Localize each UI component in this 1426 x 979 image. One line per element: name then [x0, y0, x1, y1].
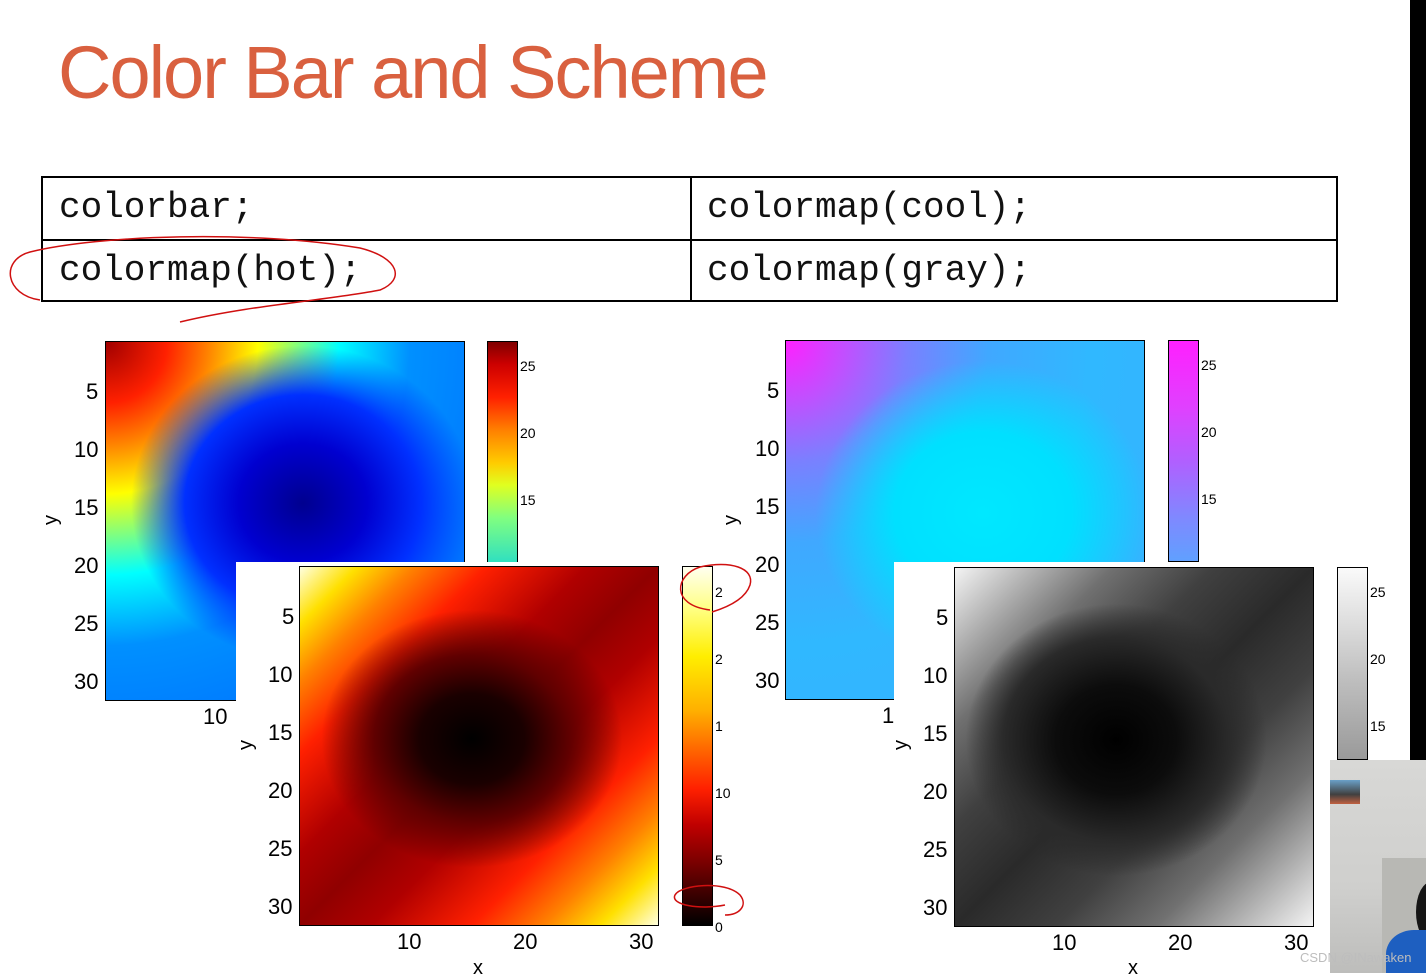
- hot-cb-tick: 0: [715, 919, 723, 935]
- jet-ytick: 5: [86, 379, 99, 404]
- jet-ytick: 10: [74, 437, 99, 462]
- hot-cb-tick: 2: [715, 584, 723, 600]
- hot-ytick: 10: [268, 662, 293, 687]
- webcam-picture-frame: [1330, 780, 1360, 804]
- webcam-person-shirt: [1386, 930, 1426, 973]
- cool-ytick: 20: [755, 552, 780, 577]
- command-table: colorbar; colormap(cool); colormap(hot);…: [41, 176, 1338, 302]
- webcam-person-head: [1416, 882, 1426, 942]
- gray-xtick: 20: [1168, 930, 1193, 955]
- cool-ytick: 30: [755, 668, 780, 693]
- gray-cb-tick: 25: [1370, 584, 1386, 600]
- jet-ytick: 30: [74, 669, 99, 694]
- jet-ytick: 20: [74, 553, 99, 578]
- gray-colorbar: [1337, 567, 1368, 760]
- gray-heatmap: [954, 567, 1314, 927]
- gray-xtick: 10: [1052, 930, 1077, 955]
- hot-xtick: 30: [629, 929, 654, 954]
- gray-cb-tick: 20: [1370, 651, 1386, 667]
- hot-cb-tick: 10: [715, 785, 731, 801]
- slide-title: Color Bar and Scheme: [58, 31, 769, 114]
- cool-cb-tick: 20: [1201, 424, 1217, 440]
- hot-xlabel: x: [473, 957, 483, 979]
- webcam-inset: [1330, 760, 1426, 973]
- table-divider-horizontal: [43, 239, 1336, 241]
- hot-xtick: 20: [513, 929, 538, 954]
- cmd-colormap-gray: colormap(gray);: [707, 250, 1032, 291]
- jet-ytick: 25: [74, 611, 99, 636]
- jet-colorbar: [487, 341, 518, 563]
- cool-ytick: 10: [755, 436, 780, 461]
- hot-ytick: 25: [268, 836, 293, 861]
- jet-ytick: 15: [74, 495, 99, 520]
- hot-ytick: 20: [268, 778, 293, 803]
- hot-colorbar: [682, 566, 713, 926]
- gray-ytick: 10: [923, 663, 948, 688]
- jet-xtick: 10: [203, 704, 228, 729]
- gray-ytick: 20: [923, 779, 948, 804]
- cool-colorbar: [1168, 340, 1199, 562]
- gray-ylabel: y: [890, 740, 912, 750]
- hot-ytick: 30: [268, 894, 293, 919]
- cmd-colormap-hot: colormap(hot);: [59, 250, 362, 291]
- jet-cb-tick: 25: [520, 358, 536, 374]
- gray-ytick: 25: [923, 837, 948, 862]
- hot-ylabel: y: [235, 740, 257, 750]
- cool-cb-tick: 15: [1201, 491, 1217, 507]
- jet-cb-tick: 20: [520, 425, 536, 441]
- cool-ytick: 25: [755, 610, 780, 635]
- hot-cb-tick: 5: [715, 852, 723, 868]
- cool-ylabel: y: [720, 515, 742, 525]
- gray-xtick: 30: [1284, 930, 1309, 955]
- gray-ytick: 5: [936, 605, 949, 630]
- jet-ylabel: y: [40, 515, 62, 525]
- cool-ytick: 15: [755, 494, 780, 519]
- gray-xlabel: x: [1128, 957, 1138, 979]
- cool-cb-tick: 25: [1201, 357, 1217, 373]
- jet-cb-tick: 15: [520, 492, 536, 508]
- hot-cb-tick: 2: [715, 651, 723, 667]
- cool-xtick: 1: [882, 703, 895, 728]
- hot-heatmap: [299, 566, 659, 926]
- hot-xtick: 10: [397, 929, 422, 954]
- gray-ytick: 30: [923, 895, 948, 920]
- hot-ytick: 15: [268, 720, 293, 745]
- hot-ytick: 5: [282, 604, 295, 629]
- cmd-colormap-cool: colormap(cool);: [707, 187, 1032, 228]
- cmd-colorbar: colorbar;: [59, 187, 254, 228]
- gray-ytick: 15: [923, 721, 948, 746]
- gray-cb-tick: 15: [1370, 718, 1386, 734]
- watermark: CSDN @INawaken: [1300, 950, 1412, 965]
- hot-cb-tick: 1: [715, 718, 723, 734]
- cool-ytick: 5: [767, 378, 780, 403]
- screen-edge-bar: [1410, 0, 1426, 760]
